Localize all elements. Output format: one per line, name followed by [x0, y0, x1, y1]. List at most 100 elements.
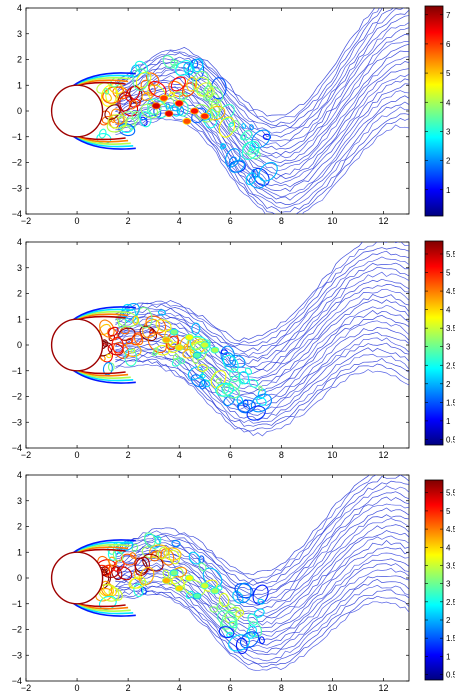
- contour-line: [115, 579, 409, 655]
- eddy-contour: [236, 402, 251, 413]
- shear-layer-contour: [71, 72, 136, 88]
- x-tick-label: 12: [378, 683, 388, 693]
- contour-line: [115, 475, 409, 580]
- contour-line: [115, 95, 409, 201]
- y-tick-label: 4: [17, 237, 22, 247]
- eddy-contour: [181, 82, 196, 97]
- eddy-contour: [262, 133, 272, 141]
- eddy-contour: [238, 378, 245, 385]
- x-tick-label: 6: [228, 683, 233, 693]
- eddy-contour: [227, 603, 237, 614]
- eddy-contour: [132, 68, 149, 91]
- y-tick-label: 2: [17, 289, 22, 299]
- eddy-contour: [217, 610, 238, 628]
- eddy-contour: [241, 140, 260, 161]
- eddy-contour: [102, 361, 113, 376]
- cylinder: [50, 84, 104, 138]
- eddy-contour: [228, 634, 250, 652]
- eddy-contour: [258, 385, 263, 392]
- eddy-contour: [129, 576, 147, 589]
- eddy-contour: [215, 382, 235, 397]
- eddy-contour: [197, 364, 208, 372]
- eddy-contour: [194, 104, 214, 123]
- eddy-contour: [256, 396, 267, 406]
- eddy-contour: [209, 606, 218, 613]
- colorbar-tick-label: 5: [446, 69, 451, 78]
- colorbar-tick-label: 1: [446, 186, 451, 195]
- eddy-contour: [98, 128, 107, 139]
- vorticity-core: [210, 346, 220, 354]
- y-tick-label: 1: [17, 314, 22, 324]
- contour-line: [115, 106, 409, 209]
- eddy-contour: [258, 161, 278, 182]
- eddy-contour: [218, 116, 236, 138]
- y-tick-label: 0: [17, 106, 22, 116]
- colorbar-tick-label: 3.5: [446, 324, 455, 333]
- eddy-contour: [145, 315, 167, 334]
- eddy-contour: [216, 601, 224, 610]
- y-tick-label: −3: [12, 417, 22, 427]
- eddy-contour: [187, 366, 204, 380]
- eddy-contour: [248, 175, 265, 189]
- contour-line: [115, 50, 409, 167]
- eddy-contour: [135, 71, 152, 89]
- contour-line: [115, 262, 409, 359]
- eddy-contour: [170, 76, 186, 92]
- x-tick-label: 2: [126, 216, 131, 226]
- vorticity-core: [151, 102, 161, 110]
- colorbar-tick-label: 2: [446, 380, 451, 389]
- eddy-contour: [125, 337, 134, 345]
- colorbar-tick-label: 3: [446, 343, 451, 352]
- y-tick-label: 2: [17, 522, 22, 532]
- contour-field: [50, 242, 409, 437]
- y-tick-label: 1: [17, 80, 22, 90]
- eddy-contour: [194, 76, 214, 98]
- y-tick-label: 3: [17, 496, 22, 506]
- eddy-contour: [198, 373, 206, 379]
- contour-line: [115, 514, 409, 610]
- contour-line: [115, 593, 409, 672]
- eddy-contour: [126, 117, 136, 130]
- eddy-contour: [258, 636, 265, 645]
- eddy-contour: [203, 90, 214, 101]
- eddy-contour: [198, 562, 207, 572]
- eddy-contour: [245, 172, 257, 186]
- eddy-contour: [218, 592, 230, 608]
- contour-line: [115, 117, 409, 214]
- x-tick-label: −2: [21, 450, 31, 460]
- x-tick-label: 4: [177, 450, 182, 460]
- contour-line: [115, 584, 409, 662]
- eddy-contour: [218, 626, 235, 639]
- eddy-contour: [226, 631, 233, 638]
- colorbar-gradient: [424, 5, 444, 217]
- eddy-contour: [247, 613, 258, 626]
- colorbar-tick-label: 6: [446, 40, 451, 49]
- colorbar-tick-label: 1.5: [446, 634, 455, 643]
- eddy-contour: [162, 55, 176, 69]
- x-tick-label: 6: [228, 450, 233, 460]
- eddy-contour: [134, 557, 148, 574]
- eddy-contour: [111, 566, 123, 581]
- colorbar-gradient: [424, 479, 444, 681]
- contour-line: [115, 34, 409, 156]
- colorbar-tick-label: 1.5: [446, 398, 455, 407]
- eddy-contour: [111, 336, 124, 354]
- eddy-contour: [191, 322, 201, 335]
- colorbar-tick-label: 5.5: [446, 489, 455, 498]
- eddy-contour: [118, 327, 136, 341]
- colorbar-tick-label: 5: [446, 507, 451, 516]
- eddy-contour: [172, 353, 179, 361]
- y-tick-label: −3: [12, 650, 22, 660]
- eddy-contour: [163, 547, 182, 561]
- eddy-contour: [222, 351, 237, 368]
- vorticity-core: [182, 117, 192, 125]
- vorticity-core: [200, 582, 210, 590]
- vorticity-core: [174, 344, 184, 352]
- eddy-contour: [183, 62, 194, 76]
- eddy-contour: [228, 156, 237, 165]
- vorticity-core: [159, 94, 169, 102]
- contour-line: [115, 8, 394, 129]
- eddy-contour: [125, 85, 141, 102]
- colorbar-tick-label: 0.5: [446, 435, 455, 444]
- eddy-contour: [106, 353, 112, 359]
